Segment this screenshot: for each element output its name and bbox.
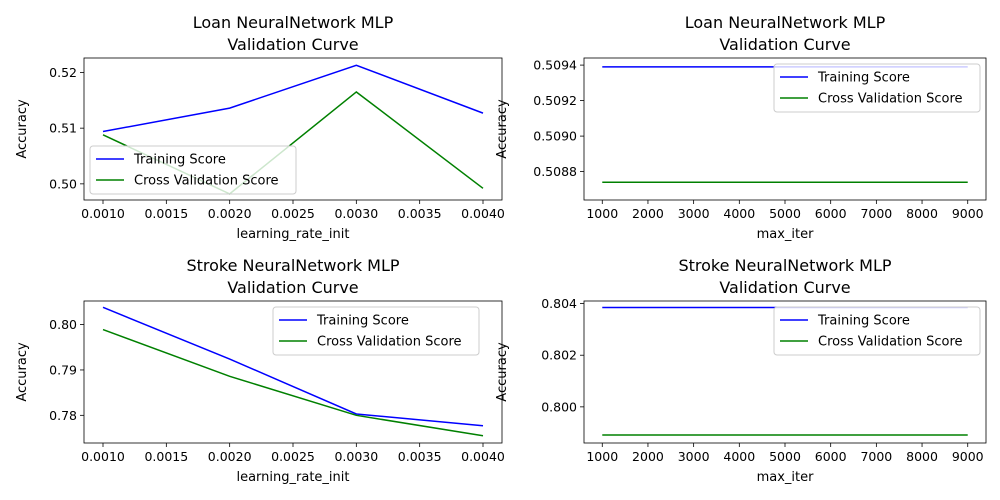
legend: Training Score Cross Validation Score <box>272 306 480 356</box>
x-tick-label: 0.0015 <box>144 449 188 464</box>
x-tick-label: 7000 <box>860 206 892 221</box>
x-axis-label: max_iter <box>757 470 815 485</box>
x-tick-label: 0.0040 <box>461 449 505 464</box>
x-tick-label: 8000 <box>906 449 938 464</box>
x-tick-label: 2000 <box>632 206 664 221</box>
y-tick-label: 0.5090 <box>533 129 577 144</box>
legend-box <box>773 63 981 113</box>
x-tick-label: 5000 <box>769 449 801 464</box>
legend-label-training: Training Score <box>133 153 226 168</box>
x-tick-label: 9000 <box>952 449 984 464</box>
legend: Training Score Cross Validation Score <box>773 63 981 113</box>
legend-box <box>272 306 480 356</box>
y-tick-label: 0.51 <box>49 121 77 136</box>
x-tick-label: 6000 <box>815 206 847 221</box>
x-tick-label: 9000 <box>952 206 984 221</box>
y-tick-label: 0.78 <box>49 408 77 423</box>
chart-title-line-2: Validation Curve <box>227 278 358 297</box>
x-tick-label: 4000 <box>723 206 755 221</box>
x-tick-label: 3000 <box>678 449 710 464</box>
x-tick-label: 5000 <box>769 206 801 221</box>
x-axis-label: learning_rate_init <box>236 470 349 485</box>
chart-panel-1: Loan NeuralNetwork MLP Validation Curve 0.… <box>15 13 505 242</box>
chart-panel-4: Stroke NeuralNetwork MLP Validation Curve… <box>495 256 987 485</box>
y-axis-label: Accuracy <box>495 342 510 402</box>
series-line-training <box>102 64 484 133</box>
x-tick-label: 2000 <box>632 449 664 464</box>
legend-label-cross-validation: Cross Validation Score <box>134 174 279 189</box>
y-tick-label: 0.802 <box>541 348 577 363</box>
x-tick-label: 1000 <box>586 449 618 464</box>
x-tick-label: 0.0015 <box>144 206 188 221</box>
x-tick-label: 0.0030 <box>334 206 378 221</box>
x-tick-label: 0.0010 <box>81 449 125 464</box>
x-tick-label: 7000 <box>860 449 892 464</box>
chart-title-line-1: Stroke NeuralNetwork MLP <box>678 256 891 275</box>
legend-label-cross-validation: Cross Validation Score <box>818 92 963 107</box>
x-tick-label: 0.0025 <box>271 449 315 464</box>
x-tick-label: 0.0010 <box>81 206 125 221</box>
legend-label-training: Training Score <box>316 314 409 329</box>
x-tick-label: 6000 <box>815 449 847 464</box>
x-tick-label: 0.0020 <box>208 449 252 464</box>
x-tick-label: 0.0030 <box>334 449 378 464</box>
x-tick-label: 0.0035 <box>398 206 442 221</box>
chart-panel-3: Stroke NeuralNetwork MLP Validation Curve… <box>15 256 505 485</box>
x-tick-label: 3000 <box>678 206 710 221</box>
y-tick-label: 0.80 <box>49 317 77 332</box>
x-tick-label: 0.0020 <box>208 206 252 221</box>
legend-label-cross-validation: Cross Validation Score <box>317 335 462 350</box>
y-tick-label: 0.50 <box>49 176 77 191</box>
y-axis-label: Accuracy <box>495 99 510 159</box>
x-tick-label: 0.0035 <box>398 449 442 464</box>
chart-panel-2: Loan NeuralNetwork MLP Validation Curve 10… <box>495 13 987 242</box>
y-tick-label: 0.804 <box>541 296 577 311</box>
y-tick-label: 0.5088 <box>533 164 577 179</box>
x-tick-label: 0.0040 <box>461 206 505 221</box>
legend-label-training: Training Score <box>817 314 910 329</box>
y-tick-label: 0.5094 <box>533 58 577 73</box>
x-axis-label: learning_rate_init <box>236 227 349 242</box>
x-tick-label: 8000 <box>906 206 938 221</box>
legend: Training Score Cross Validation Score <box>773 306 981 356</box>
legend-box <box>773 306 981 356</box>
chart-title-line-2: Validation Curve <box>227 35 358 54</box>
x-tick-label: 4000 <box>723 449 755 464</box>
x-axis-label: max_iter <box>757 227 815 242</box>
chart-title-line-2: Validation Curve <box>719 278 850 297</box>
series-line-cross-validation <box>102 328 484 437</box>
legend-box <box>89 145 297 195</box>
y-tick-label: 0.52 <box>49 65 77 80</box>
y-axis-label: Accuracy <box>15 99 30 159</box>
legend-label-training: Training Score <box>817 71 910 86</box>
chart-title-line-1: Stroke NeuralNetwork MLP <box>186 256 399 275</box>
y-tick-label: 0.5092 <box>533 93 577 108</box>
y-tick-label: 0.800 <box>541 399 577 414</box>
y-axis-label: Accuracy <box>15 342 30 402</box>
x-tick-label: 0.0025 <box>271 206 315 221</box>
y-tick-label: 0.79 <box>49 362 77 377</box>
x-tick-label: 1000 <box>586 206 618 221</box>
legend: Training Score Cross Validation Score <box>89 145 297 195</box>
chart-title-line-1: Loan NeuralNetwork MLP <box>193 13 394 32</box>
chart-title-line-1: Loan NeuralNetwork MLP <box>685 13 886 32</box>
chart-title-line-2: Validation Curve <box>719 35 850 54</box>
legend-label-cross-validation: Cross Validation Score <box>818 335 963 350</box>
series-line-training <box>102 306 484 427</box>
